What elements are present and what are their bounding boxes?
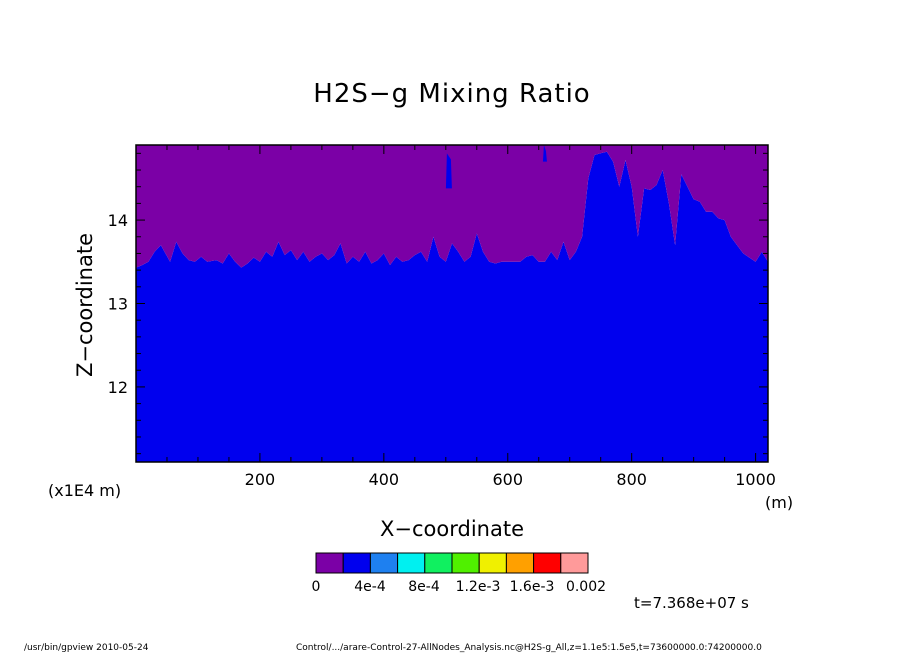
colorbar-swatch: [478, 552, 507, 574]
contour-region-upper: [136, 145, 768, 268]
time-annotation: t=7.368e+07 s: [634, 594, 749, 612]
colorbar-swatch: [533, 552, 562, 574]
program-annotation: /usr/bin/gpview 2010-05-24: [24, 643, 149, 653]
x-tick-label: 600: [492, 470, 523, 489]
contour-spike: [542, 145, 547, 162]
colorbar-label: 8e-4: [408, 579, 440, 595]
colorbar-swatch: [560, 552, 589, 574]
y-tick-label: 14: [108, 211, 128, 230]
colorbar-label: 1.2e-3: [456, 579, 501, 595]
contour-spike: [445, 153, 452, 189]
colorbar-swatch: [369, 552, 399, 574]
colorbar-swatch: [451, 552, 480, 574]
colorbar-label: 4e-4: [354, 579, 386, 595]
colorbar-swatch: [505, 552, 535, 574]
y-axis: 12 13 14: [108, 152, 768, 455]
colorbar-label: 0: [312, 579, 321, 595]
colorbar: [315, 552, 589, 574]
contour-region-lower: [136, 151, 768, 462]
colorbar-swatch: [342, 552, 371, 574]
colorbar-swatch: [424, 552, 453, 574]
y-tick-label: 13: [108, 295, 128, 314]
colorbar-swatch: [397, 552, 426, 574]
x-tick-label: 200: [245, 470, 276, 489]
x-tick-label: 400: [369, 470, 400, 489]
x-tick-label: 800: [616, 470, 647, 489]
x-axis-unit: (m): [765, 493, 793, 512]
x-tick-label: 1000: [735, 470, 776, 489]
x-axis-title: X−coordinate: [380, 517, 524, 541]
y-axis-unit: (x1E4 m): [48, 481, 121, 500]
colorbar-label: 1.6e-3: [510, 579, 555, 595]
colorbar-swatch: [315, 552, 344, 574]
y-tick-label: 12: [108, 378, 128, 397]
plot-area: [135, 144, 769, 463]
source-annotation: Control/.../arare-Control-27-AllNodes_An…: [296, 643, 762, 653]
chart-title: H2S−g Mixing Ratio: [313, 79, 590, 109]
colorbar-labels: 0 4e-4 8e-4 1.2e-3 1.6e-3 0.002: [312, 579, 607, 595]
x-axis: 200 400 600 800 1000: [135, 145, 776, 489]
y-axis-title: Z−coordinate: [73, 233, 97, 377]
colorbar-label: 0.002: [566, 579, 606, 595]
